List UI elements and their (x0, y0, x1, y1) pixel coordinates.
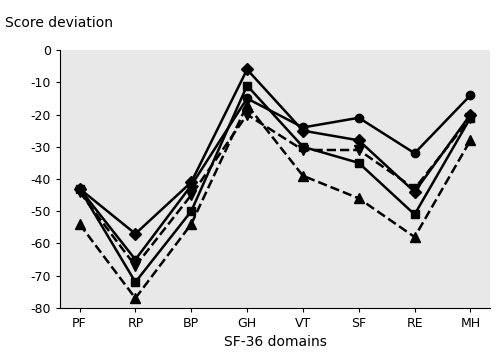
HD (300, 145, 306, 149)
DDD (76, 222, 82, 226)
HD (244, 83, 250, 88)
HD (356, 161, 362, 165)
HD (188, 209, 194, 213)
DDD (468, 138, 473, 142)
CS (244, 67, 250, 72)
SO (244, 96, 250, 101)
DDD (300, 174, 306, 178)
CS (412, 190, 418, 194)
DDD (412, 235, 418, 239)
CS (300, 129, 306, 133)
SO (356, 116, 362, 120)
CS (356, 138, 362, 142)
Line: CS: CS (76, 65, 474, 238)
SO (76, 187, 82, 191)
LS (468, 116, 473, 120)
HD (468, 116, 473, 120)
CS (188, 180, 194, 184)
DDD (356, 196, 362, 200)
Line: DDD: DDD (74, 100, 475, 303)
Text: Score deviation: Score deviation (5, 16, 113, 30)
HD (412, 212, 418, 217)
LS (412, 187, 418, 191)
CS (468, 112, 473, 117)
SO (412, 151, 418, 155)
LS (76, 190, 82, 194)
SO (132, 257, 138, 262)
LS (300, 148, 306, 152)
LS (132, 264, 138, 268)
SO (300, 125, 306, 130)
HD (132, 280, 138, 284)
LS (188, 193, 194, 197)
LS (356, 148, 362, 152)
X-axis label: SF-36 domains: SF-36 domains (224, 335, 326, 349)
DDD (132, 296, 138, 300)
DDD (188, 222, 194, 226)
CS (76, 187, 82, 191)
Line: LS: LS (74, 110, 475, 271)
Line: HD: HD (76, 81, 474, 286)
LS (244, 112, 250, 117)
DDD (244, 103, 250, 107)
SO (188, 183, 194, 188)
SO (468, 93, 473, 97)
CS (132, 232, 138, 236)
Line: SO: SO (76, 91, 474, 264)
HD (76, 187, 82, 191)
